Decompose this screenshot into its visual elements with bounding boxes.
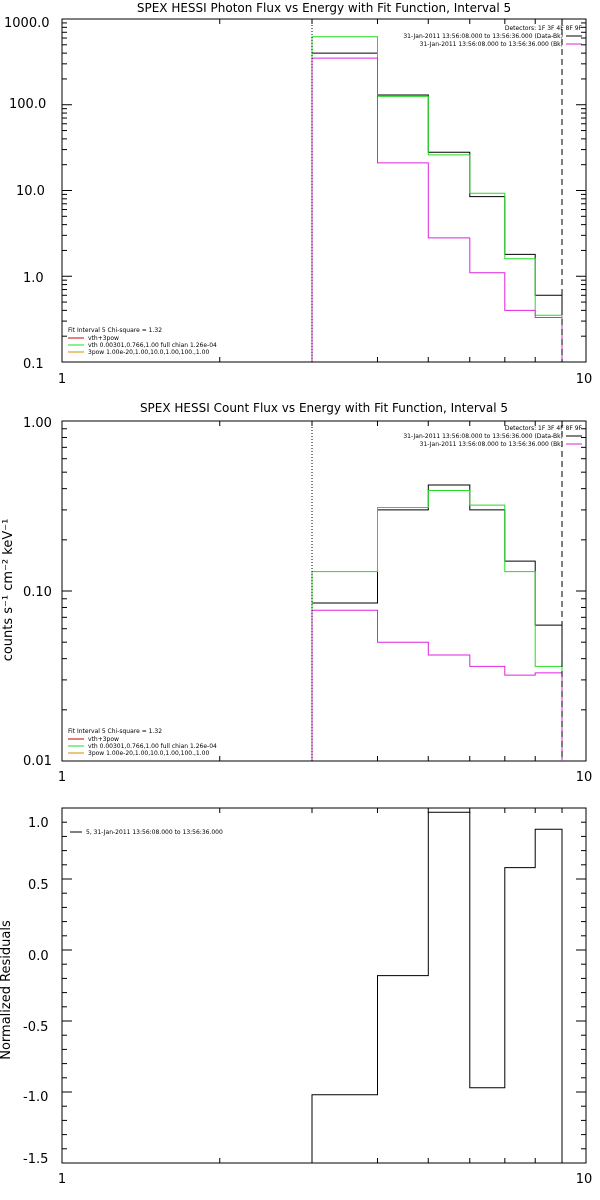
series-magenta-histogram: [311, 609, 563, 761]
y-tick-label: 0.1: [23, 357, 44, 372]
y-tick-label: -1.0: [23, 1090, 48, 1105]
residuals-plot-frame: [61, 807, 587, 1164]
legend-bk: 31-Jan-2011 13:56:08.000 to 13:56:36.000…: [420, 41, 563, 48]
y-tick-label: 10.0: [16, 184, 45, 199]
x-tick-label: 10: [576, 770, 593, 785]
y-tick-label: 0.5: [28, 878, 49, 893]
y-tick-label: 1.00: [23, 416, 52, 431]
fit-legend-line: vth+3pow: [88, 335, 119, 342]
y-tick-label: 100.0: [9, 97, 46, 112]
y-tick-label: 1.0: [28, 816, 49, 831]
residuals-y-axis-label: Normalized Residuals: [0, 920, 14, 1060]
count-flux-axis-ticks: [61, 420, 587, 762]
count-flux-plot-frame: [61, 420, 587, 762]
fit-legend-line: vth 0.00301,0.766,1.00 full chian 1.26e-…: [88, 743, 217, 750]
y-tick-label: -1.5: [23, 1152, 48, 1167]
photon-flux-panel: SPEX HESSI Photon Flux vs Energy with Fi…: [4, 1, 592, 387]
legend-detectors: Detectors: 1F 3F 4F 8F 9F: [505, 25, 583, 32]
series-black-histogram: [311, 52, 563, 362]
series-black-histogram: [311, 811, 563, 1163]
residuals-panel: 1.0 0.5 0.0 -0.5 -1.0 -1.5 Normalized Re…: [0, 807, 593, 1187]
count-flux-y-axis-label: counts s⁻¹ cm⁻² keV⁻¹: [1, 519, 16, 662]
series-black-histogram: [311, 484, 563, 761]
x-tick-label: 1: [58, 372, 66, 387]
y-tick-label: 1000.0: [4, 16, 50, 31]
legend-data-bk: 31-Jan-2011 13:56:08.000 to 13:56:36.000…: [403, 433, 563, 440]
count-flux-title: SPEX HESSI Count Flux vs Energy with Fit…: [140, 401, 508, 415]
y-tick-label: 0.0: [28, 949, 49, 964]
photon-flux-series-group: [311, 19, 563, 362]
fit-legend-line: vth+3pow: [88, 736, 119, 743]
y-tick-label: 0.01: [23, 754, 52, 769]
series-green-histogram: [311, 490, 563, 761]
count-flux-series-group: [311, 421, 563, 761]
x-tick-label: 1: [58, 1172, 66, 1187]
fit-legend-line: vth 0.00301,0.766,1.00 full chian 1.26e-…: [88, 342, 217, 349]
x-tick-label: 10: [576, 372, 593, 387]
residuals-series-group: [311, 811, 563, 1163]
count-flux-panel: SPEX HESSI Count Flux vs Energy with Fit…: [1, 401, 592, 785]
photon-flux-title: SPEX HESSI Photon Flux vs Energy with Fi…: [137, 1, 511, 15]
photon-flux-axis-ticks: [61, 18, 587, 363]
series-magenta-histogram: [311, 57, 563, 362]
x-tick-label: 10: [576, 1172, 593, 1187]
y-tick-label: 0.10: [23, 585, 52, 600]
residuals-axis-ticks: [61, 807, 587, 1164]
residuals-legend: 5, 31-Jan-2011 13:56:08.000 to 13:56:36.…: [86, 829, 223, 836]
fit-legend-line: Fit Interval 5 Chi-square = 1.32: [68, 327, 162, 334]
legend-data-bk: 31-Jan-2011 13:56:08.000 to 13:56:36.000…: [403, 33, 563, 40]
legend-detectors: Detectors: 1F 3F 4F 8F 9F: [505, 425, 583, 432]
fit-legend-line: Fit Interval 5 Chi-square = 1.32: [68, 728, 162, 735]
x-tick-label: 1: [58, 770, 66, 785]
series-green-histogram: [311, 36, 563, 362]
y-tick-label: -0.5: [23, 1020, 48, 1035]
fit-legend-line: 3pow 1.00e-20,1.00,10.0,1.00,100.,1.00: [88, 750, 209, 757]
y-tick-label: 1.0: [23, 271, 44, 286]
fit-legend-line: 3pow 1.00e-20,1.00,10.0,1.00,100.,1.00: [88, 349, 209, 356]
legend-bk: 31-Jan-2011 13:56:08.000 to 13:56:36.000…: [420, 441, 563, 448]
